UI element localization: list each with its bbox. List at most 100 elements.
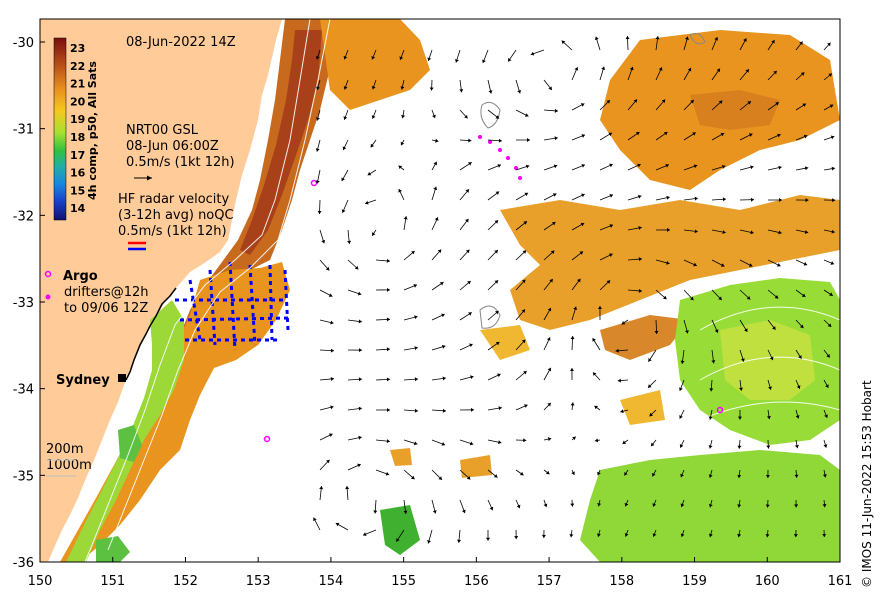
velocity-arrowhead: [718, 296, 722, 301]
velocity-arrowhead: [827, 323, 832, 327]
argo-floats: [263, 179, 724, 443]
isobath-200-label: 200m: [46, 442, 83, 457]
velocity-arrowhead: [822, 533, 827, 538]
velocity-arrowhead: [824, 414, 828, 418]
velocity-arrowhead: [802, 103, 806, 107]
velocity-arrowhead: [494, 280, 499, 284]
x-tick-label: 155: [391, 574, 416, 589]
velocity-arrowhead: [469, 441, 474, 446]
velocity-arrowhead: [690, 296, 694, 301]
velocity-arrowhead: [403, 510, 408, 514]
velocity-arrowhead: [465, 189, 469, 193]
y-tick-label: -35: [13, 469, 34, 484]
velocity-arrowhead: [798, 355, 802, 359]
velocity-arrowhead: [526, 138, 530, 143]
velocity-arrowhead: [777, 133, 781, 138]
velocity-arrowhead: [826, 353, 830, 358]
velocity-arrowhead: [744, 328, 748, 332]
velocity-arrowhead: [666, 227, 670, 232]
velocity-arrowhead: [633, 99, 638, 103]
velocity-arrowhead: [609, 224, 614, 228]
velocity-arrowhead: [341, 177, 345, 182]
velocity-arrowhead: [317, 210, 322, 214]
velocity-arrowhead: [329, 433, 333, 437]
velocity-arrowhead: [525, 164, 530, 169]
velocity-arrowhead: [554, 108, 558, 113]
velocity-arrowhead: [775, 102, 779, 106]
hf-legend-line1: HF radar velocity: [118, 192, 230, 207]
y-tick-label: -31: [13, 123, 34, 138]
velocity-arrowhead: [624, 502, 629, 507]
velocity-arrowhead: [411, 250, 415, 255]
velocity-arrowhead: [488, 90, 493, 94]
velocity-arrowhead: [609, 253, 613, 258]
sst-patch-south: [390, 448, 492, 478]
sst-band-east: [600, 315, 690, 360]
velocity-arrowhead: [546, 337, 551, 341]
velocity-arrowhead: [371, 115, 376, 119]
velocity-arrowhead: [708, 503, 713, 508]
velocity-arrowhead: [722, 197, 726, 202]
velocity-arrowhead: [413, 441, 418, 446]
velocity-arrowhead: [594, 438, 599, 443]
velocity-arrowhead: [524, 192, 529, 197]
velocity-arrowhead: [313, 517, 317, 522]
velocity-arrowhead: [495, 191, 500, 195]
velocity-arrowhead: [832, 198, 836, 203]
velocity-arrowhead: [803, 134, 808, 139]
velocity-arrowhead: [801, 293, 806, 297]
velocity-arrowhead: [666, 195, 670, 200]
velocity-arrowhead: [399, 56, 404, 60]
velocity-arrowhead: [357, 291, 362, 296]
velocity-arrowhead: [830, 261, 835, 265]
velocity-arrowhead: [772, 326, 776, 330]
velocity-arrowhead: [493, 474, 498, 478]
velocity-arrowhead: [794, 444, 799, 449]
velocity-arrowhead: [330, 405, 334, 410]
velocity-arrowhead: [748, 133, 753, 137]
velocity-arrowhead: [470, 407, 474, 412]
velocity-arrowhead: [580, 103, 585, 107]
velocity-arrowhead: [468, 138, 472, 143]
velocity-arrowhead: [457, 539, 462, 543]
velocity-arrowhead: [830, 135, 835, 140]
velocity-arrowhead: [398, 189, 402, 193]
sst-filament-east2: [690, 90, 780, 130]
velocity-arrowhead: [774, 294, 779, 299]
velocity-arrowhead: [737, 416, 742, 420]
velocity-arrowhead: [778, 165, 782, 170]
credit: © IMOS 11-Jun-2022 15:53 Hobart: [860, 380, 874, 588]
velocity-arrowhead: [328, 293, 333, 297]
velocity-arrowhead: [652, 472, 656, 477]
velocity-arrowhead: [357, 463, 361, 468]
velocity-arrowhead: [794, 504, 799, 508]
sst-patch-mid: [480, 325, 665, 425]
velocity-arrowhead: [358, 319, 362, 324]
velocity-arrowhead: [638, 288, 642, 293]
velocity-arrowhead: [315, 180, 320, 184]
y-tick-label: -36: [13, 556, 34, 571]
x-tick-label: 150: [28, 574, 53, 589]
velocity-arrowhead: [793, 534, 798, 538]
velocity-arrowhead: [433, 161, 437, 166]
colorbar-tick-label: 16: [70, 167, 86, 180]
velocity-arrowhead: [439, 282, 444, 286]
sst-green-patch: [96, 425, 142, 562]
velocity-arrowhead: [745, 69, 749, 73]
velocity-arrowhead: [737, 445, 742, 449]
gsl-legend-line2: 08-Jun 06:00Z: [126, 139, 219, 154]
velocity-arrowhead: [372, 232, 376, 236]
velocity-arrowhead: [637, 194, 642, 199]
velocity-arrowhead: [831, 229, 835, 234]
x-tick-label: 159: [682, 574, 707, 589]
colorbar: 23 22 21 20 19 18 17 16 15 14 4h comp, p50, All S…: [53, 37, 99, 221]
velocity-arrowhead: [414, 346, 418, 351]
velocity-arrowhead: [799, 41, 803, 46]
velocity-arrowhead: [609, 163, 613, 168]
velocity-arrowhead: [464, 114, 468, 119]
velocity-arrowhead: [345, 486, 350, 490]
velocity-arrowhead: [773, 70, 777, 75]
velocity-arrowhead: [549, 279, 553, 283]
velocity-arrowhead: [550, 250, 555, 255]
velocity-arrowhead: [494, 220, 499, 224]
